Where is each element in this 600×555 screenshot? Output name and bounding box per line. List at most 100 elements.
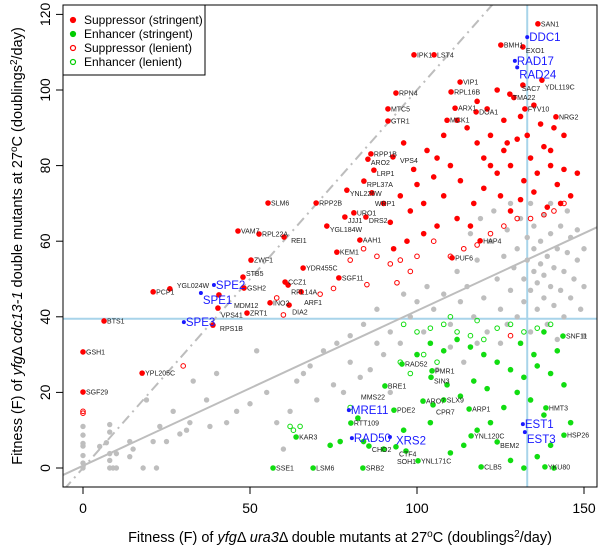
enhancer-point (348, 420, 354, 426)
neutral-point (531, 268, 537, 275)
suppressor-point (390, 154, 396, 160)
enhancer-point (391, 407, 397, 413)
suppressor-point (524, 132, 531, 139)
suppressor-point (215, 305, 221, 311)
suppressor-label: KEM1 (340, 250, 359, 257)
suppressor-label: SAC7 (522, 86, 540, 93)
enhancer-point (366, 443, 372, 449)
suppressor-label: SGF11 (342, 275, 364, 282)
neutral-point (113, 465, 120, 471)
neutral-point (467, 230, 474, 237)
suppressor-lenient-point (180, 363, 186, 369)
fit-line (63, 226, 597, 477)
neutral-point (280, 446, 287, 452)
neutral-point (497, 340, 504, 346)
suppressor-point (369, 190, 375, 196)
suppressor-point (561, 132, 567, 139)
enhancer-lenient-point (407, 370, 414, 377)
data-points (80, 21, 587, 471)
neutral-point (300, 370, 307, 377)
suppressor-point (551, 125, 557, 131)
suppressor-label: YDL119C (545, 85, 575, 92)
suppressor-label: NRG2 (559, 114, 579, 121)
suppressor-label: RPS1B (220, 326, 243, 333)
suppressor-label: PUF6 (455, 255, 473, 262)
enhancer-point (440, 348, 447, 354)
neutral-point (574, 257, 581, 263)
highlighted-point (211, 283, 216, 288)
suppressor-point (390, 245, 397, 252)
enhancer-label: YNL120C (474, 433, 504, 440)
suppressor-point (521, 177, 527, 184)
y-tick-label: 0 (37, 464, 53, 472)
suppressor-label: BMH1 (504, 43, 524, 50)
enhancer-lenient-point (507, 321, 514, 328)
highlighted-label: SPE3 (186, 317, 215, 329)
suppressor-point (344, 187, 350, 193)
enhancer-point (457, 393, 464, 399)
neutral-point (441, 291, 447, 297)
neutral-point (524, 257, 530, 263)
enhancer-lenient-point (447, 314, 454, 320)
enhancer-label: SLX9 (447, 397, 464, 404)
suppressor-lenient-point (80, 410, 86, 416)
neutral-point (107, 421, 113, 428)
neutral-point (457, 298, 464, 305)
suppressor-point (342, 214, 348, 220)
suppressor-point (357, 237, 363, 243)
suppressor-point (481, 185, 487, 192)
suppressor-point (520, 82, 526, 88)
suppressor-point (404, 238, 410, 244)
suppressor-point (139, 370, 145, 376)
highlighted-label: SPE2 (216, 280, 245, 292)
neutral-point (474, 257, 480, 263)
legend-marker (69, 44, 77, 52)
legend-label: Enhancer (lenient) (84, 55, 182, 69)
legend: Suppressor (stringent)Enhancer (stringen… (62, 4, 206, 76)
enhancer-point (400, 427, 407, 434)
neutral-point (340, 389, 347, 396)
enhancer-point (547, 442, 554, 449)
suppressor-point (494, 170, 500, 176)
neutral-point (571, 276, 577, 282)
suppressor-label: YNL226W (350, 191, 382, 198)
enhancer-lenient-point (427, 325, 434, 331)
enhancer-point (474, 427, 480, 434)
suppressor-point (484, 106, 490, 112)
neutral-point (564, 208, 570, 214)
axis-title-segment: ura3 (250, 530, 279, 546)
enhancer-point (360, 465, 366, 471)
neutral-point (127, 438, 133, 445)
enhancer-lenient-point (414, 329, 420, 335)
neutral-point (521, 298, 527, 305)
suppressor-point (324, 223, 330, 229)
enhancer-lenient-point (440, 321, 447, 328)
enhancer-point (382, 383, 388, 389)
diagonal-line (64, 5, 494, 487)
enhancer-point (561, 382, 567, 388)
legend-marker (69, 16, 77, 24)
neutral-point (491, 208, 497, 214)
suppressor-point (80, 349, 86, 355)
neutral-point (233, 408, 240, 414)
suppressor-label: GSH2 (247, 286, 266, 293)
enhancer-label: CTF4 (399, 451, 417, 458)
axis-title-segment: C (doublings (433, 530, 514, 546)
neutral-point (534, 306, 540, 312)
enhancer-point (507, 457, 514, 464)
highlighted-label: MRE11 (351, 405, 389, 417)
enhancer-point (468, 433, 474, 439)
suppressor-lenient-point (460, 245, 467, 252)
neutral-point (347, 359, 353, 365)
suppressor-point (298, 289, 304, 295)
suppressor-point (514, 136, 520, 142)
enhancer-lenient-point (467, 332, 474, 339)
enhancer-label: SIN3 (434, 378, 450, 385)
suppressor-point (281, 234, 287, 240)
suppressor-point (393, 90, 399, 96)
enhancer-point (429, 368, 435, 374)
suppressor-lenient-point (360, 245, 367, 252)
suppressor-point (517, 113, 524, 120)
plot-frame (62, 4, 598, 488)
neutral-point (223, 419, 230, 426)
